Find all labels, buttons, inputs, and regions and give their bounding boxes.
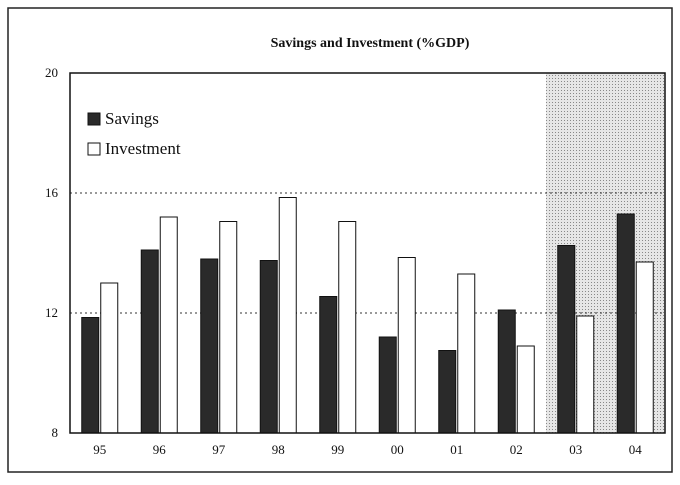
bar: [140, 249, 159, 434]
bar: [516, 345, 535, 434]
x-tick-label: 97: [212, 442, 226, 457]
bar: [557, 245, 576, 434]
plot-border: [69, 72, 666, 434]
x-tick-label: 00: [391, 442, 404, 457]
legend-label: Savings: [105, 109, 159, 128]
bar: [159, 216, 178, 434]
bar: [397, 257, 416, 434]
x-tick-label: 98: [272, 442, 285, 457]
legend-label: Investment: [105, 139, 181, 158]
bar: [278, 197, 297, 434]
x-tick-label: 04: [629, 442, 643, 457]
x-tick-label: 01: [450, 442, 463, 457]
x-tick-label: 95: [93, 442, 106, 457]
bar: [338, 221, 357, 434]
bar: [219, 221, 238, 434]
legend-swatch: [87, 112, 101, 126]
x-tick-label: 96: [153, 442, 167, 457]
legend-swatch: [87, 142, 101, 156]
bar: [200, 258, 219, 434]
bar: [497, 309, 516, 434]
y-tick-label: 16: [45, 185, 59, 200]
bar: [319, 296, 338, 434]
bar: [457, 273, 476, 434]
bar: [81, 317, 100, 434]
bar: [576, 315, 595, 434]
bar: [378, 336, 397, 434]
chart-title: Savings and Investment (%GDP): [271, 36, 470, 51]
bar: [259, 260, 278, 434]
x-tick-label: 03: [569, 442, 582, 457]
bar: [616, 213, 635, 434]
x-tick-label: 02: [510, 442, 523, 457]
x-tick-label: 99: [331, 442, 344, 457]
y-tick-label: 8: [52, 425, 59, 440]
y-tick-label: 20: [45, 65, 58, 80]
frame: [7, 7, 673, 473]
y-tick-label: 12: [45, 305, 58, 320]
bar: [438, 350, 457, 434]
bar: [100, 282, 119, 434]
bar: [635, 261, 654, 434]
